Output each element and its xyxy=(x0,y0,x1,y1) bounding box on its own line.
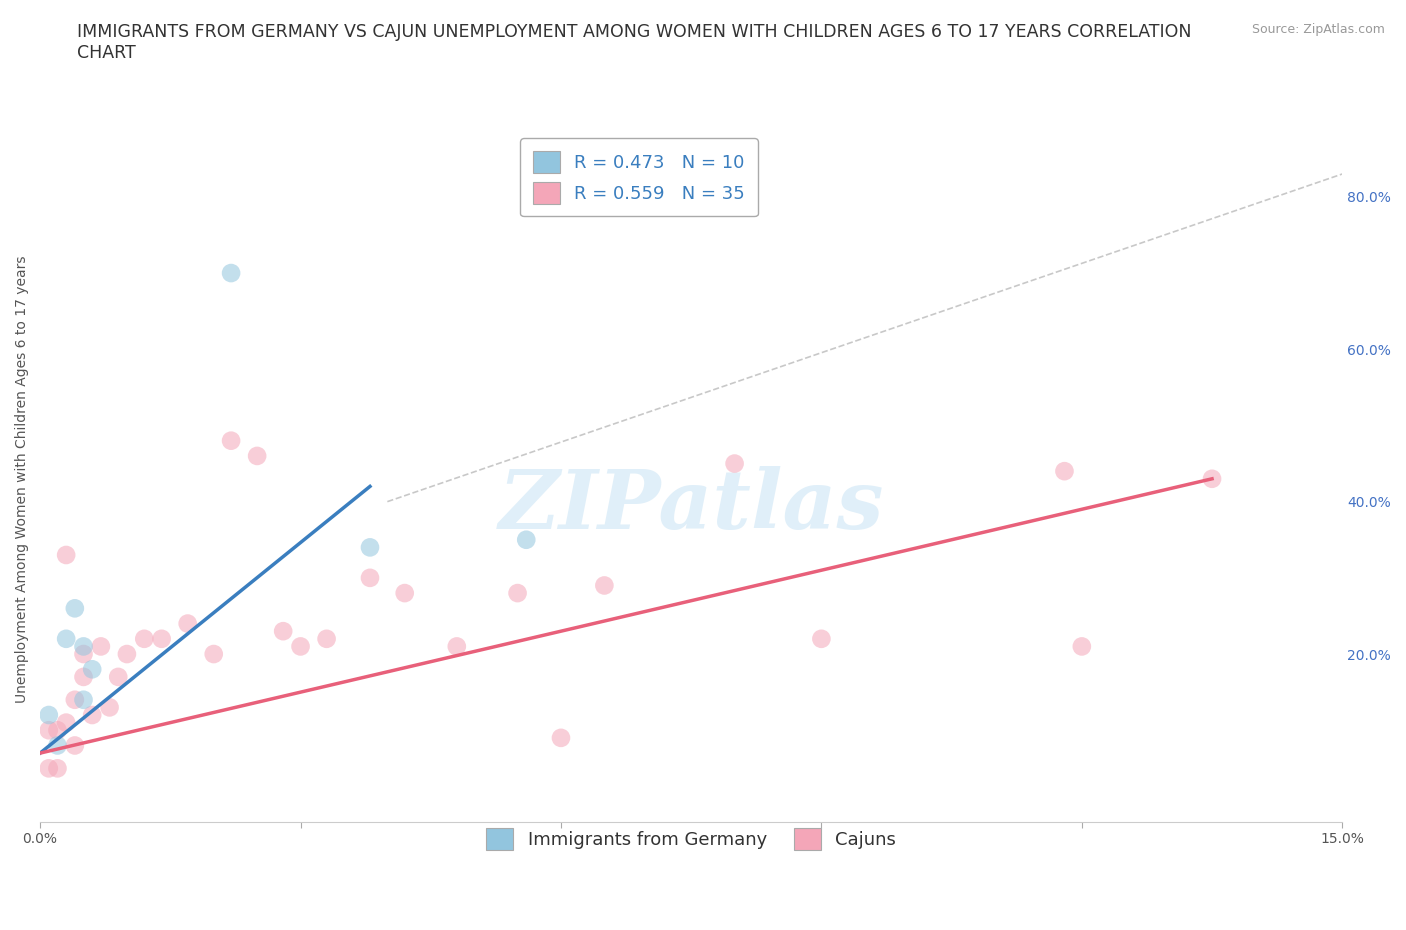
Point xyxy=(506,586,529,601)
Point xyxy=(446,639,468,654)
Text: ZIPatlas: ZIPatlas xyxy=(499,466,884,546)
Point xyxy=(55,715,77,730)
Point xyxy=(107,670,129,684)
Point xyxy=(315,631,337,646)
Point xyxy=(72,639,94,654)
Point xyxy=(271,624,294,639)
Point xyxy=(1201,472,1223,486)
Point xyxy=(176,617,198,631)
Point xyxy=(359,570,381,585)
Point xyxy=(134,631,156,646)
Point xyxy=(219,266,242,281)
Point xyxy=(72,692,94,707)
Point xyxy=(63,738,86,753)
Point xyxy=(515,532,537,547)
Point xyxy=(82,708,104,723)
Point xyxy=(38,708,60,723)
Point xyxy=(115,646,138,661)
Point xyxy=(723,456,745,471)
Point xyxy=(82,662,104,677)
Point xyxy=(810,631,832,646)
Point xyxy=(202,646,225,661)
Point xyxy=(90,639,112,654)
Point xyxy=(359,540,381,555)
Point xyxy=(593,578,616,593)
Point xyxy=(394,586,416,601)
Point xyxy=(246,448,269,463)
Point xyxy=(1053,464,1076,479)
Point xyxy=(46,761,69,776)
Point xyxy=(150,631,173,646)
Point xyxy=(55,631,77,646)
Point xyxy=(72,670,94,684)
Y-axis label: Unemployment Among Women with Children Ages 6 to 17 years: Unemployment Among Women with Children A… xyxy=(15,255,30,702)
Text: IMMIGRANTS FROM GERMANY VS CAJUN UNEMPLOYMENT AMONG WOMEN WITH CHILDREN AGES 6 T: IMMIGRANTS FROM GERMANY VS CAJUN UNEMPLO… xyxy=(77,23,1192,62)
Point xyxy=(290,639,312,654)
Point xyxy=(63,601,86,616)
Text: Source: ZipAtlas.com: Source: ZipAtlas.com xyxy=(1251,23,1385,36)
Point xyxy=(38,761,60,776)
Point xyxy=(1070,639,1092,654)
Point xyxy=(550,730,572,745)
Point xyxy=(55,548,77,563)
Point xyxy=(63,692,86,707)
Point xyxy=(72,646,94,661)
Point xyxy=(46,738,69,753)
Point xyxy=(219,433,242,448)
Point xyxy=(98,700,121,715)
Point xyxy=(46,723,69,737)
Point xyxy=(38,723,60,737)
Legend: Immigrants from Germany, Cajuns: Immigrants from Germany, Cajuns xyxy=(479,821,904,857)
